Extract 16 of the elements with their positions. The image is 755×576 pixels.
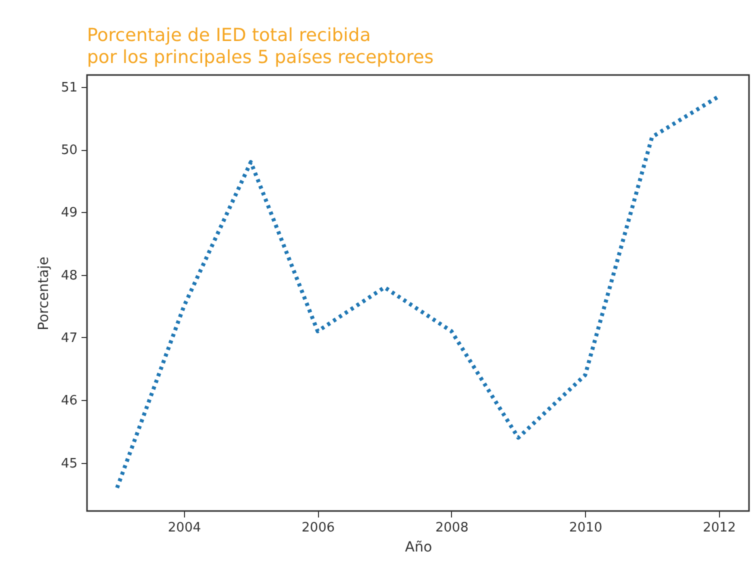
x-tick-label: 2004: [168, 520, 202, 536]
y-tick-label: 49: [60, 206, 78, 221]
y-tick-label: 46: [60, 394, 78, 409]
y-tick-label: 51: [60, 80, 78, 96]
y-tick-label: 45: [60, 456, 78, 472]
y-axis-title: Porcentaje: [36, 256, 52, 330]
x-tick-label: 2006: [302, 520, 335, 536]
x-axis-title: Año: [404, 540, 432, 556]
x-tick-label: 2012: [702, 520, 736, 536]
chart-title: Porcentaje de IED total recibida por los principales 5 países receptores: [87, 25, 434, 68]
x-tick-label: 2008: [435, 520, 468, 536]
y-tick-label: 48: [60, 268, 78, 284]
y-tick-label: 47: [60, 330, 78, 346]
x-tick-label: 2010: [569, 520, 602, 536]
y-tick-label: 50: [60, 143, 78, 158]
line-series: [115, 94, 721, 490]
